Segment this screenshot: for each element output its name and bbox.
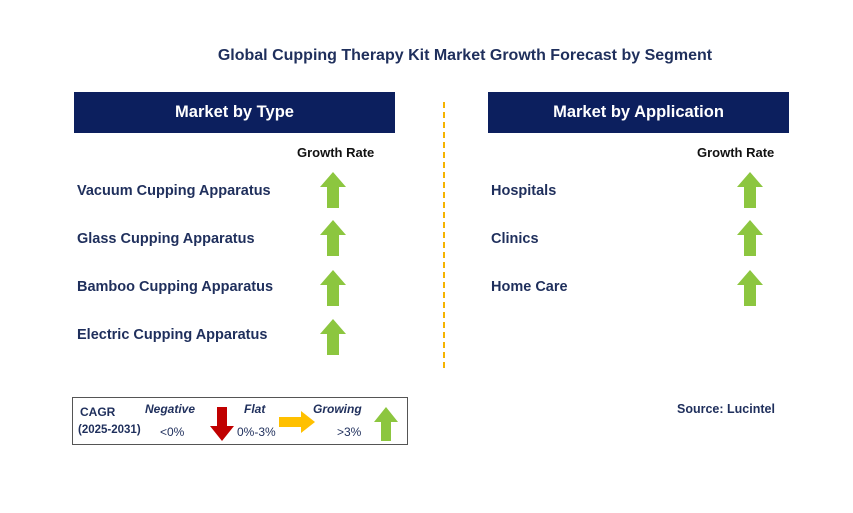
application-row-label: Home Care: [491, 279, 568, 295]
growth-up-arrow-icon: [737, 270, 763, 306]
growth-up-arrow-icon: [320, 270, 346, 306]
growth-up-arrow-icon: [320, 319, 346, 355]
application-growth-rate-label: Growth Rate: [697, 145, 775, 160]
type-row-label: Bamboo Cupping Apparatus: [77, 279, 274, 295]
page-title: Global Cupping Therapy Kit Market Growth…: [217, 47, 713, 64]
type-row-label: Glass Cupping Apparatus: [77, 231, 255, 247]
cagr-legend: CAGR (2025-2031) Negative <0% Flat 0%-3%…: [72, 397, 408, 445]
application-row-label: Hospitals: [491, 183, 557, 199]
application-panel-header: Market by Application: [488, 92, 789, 133]
type-growth-rate-label: Growth Rate: [297, 145, 375, 160]
legend-period: (2025-2031): [78, 424, 141, 436]
growing-up-arrow-icon: [374, 407, 398, 441]
source-label: Source: Lucintel: [677, 402, 775, 416]
legend-growing-label: Growing: [313, 402, 362, 416]
application-row-label: Clinics: [491, 231, 539, 247]
legend-negative-label: Negative: [145, 402, 196, 416]
legend-flat-label: Flat: [244, 402, 266, 416]
negative-down-arrow-icon: [210, 407, 234, 441]
type-row-label: Electric Cupping Apparatus: [77, 327, 268, 343]
type-row-label: Vacuum Cupping Apparatus: [77, 183, 271, 199]
legend-negative-range: <0%: [160, 425, 185, 439]
growth-up-arrow-icon: [737, 172, 763, 208]
panel-divider: [443, 102, 445, 368]
legend-cagr-label: CAGR: [80, 405, 116, 419]
legend-growing-range: >3%: [337, 425, 362, 439]
growth-up-arrow-icon: [320, 172, 346, 208]
type-panel-header: Market by Type: [74, 92, 395, 133]
flat-right-arrow-icon: [279, 411, 315, 433]
legend-flat-range: 0%-3%: [237, 425, 276, 439]
growth-up-arrow-icon: [737, 220, 763, 256]
growth-up-arrow-icon: [320, 220, 346, 256]
